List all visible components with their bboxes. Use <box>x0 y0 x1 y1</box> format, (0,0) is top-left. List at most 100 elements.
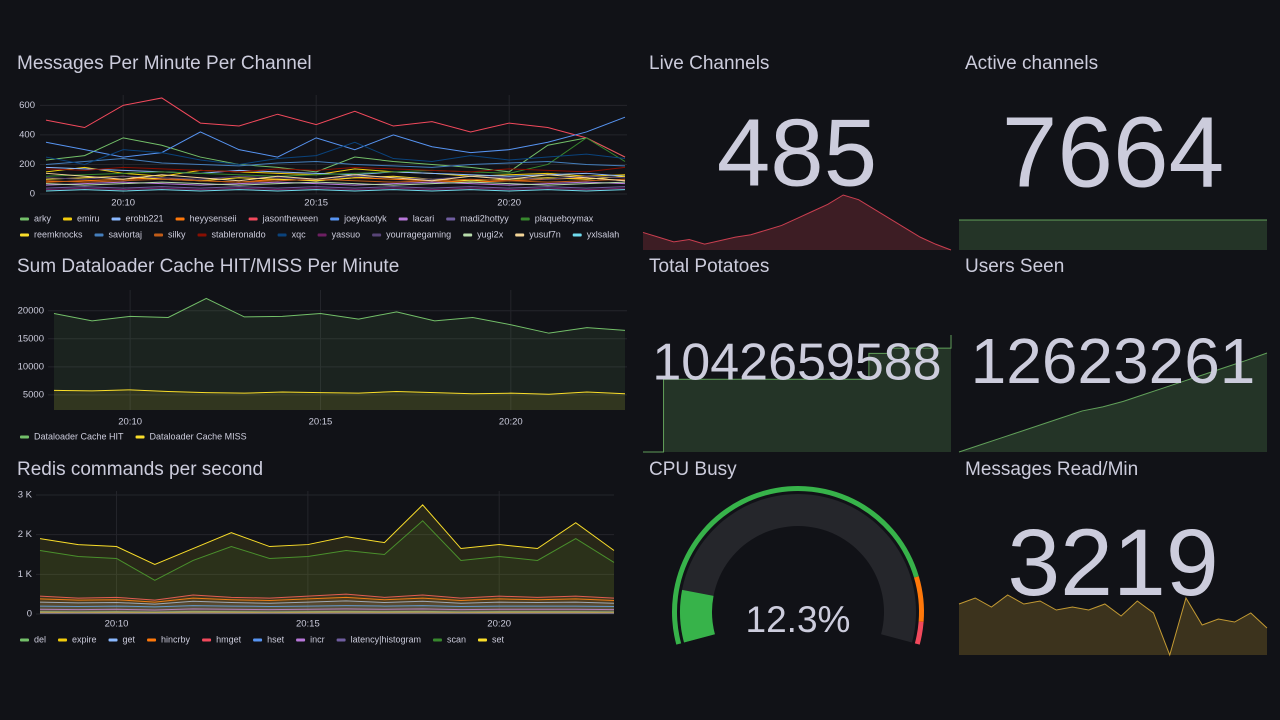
sparkline-line <box>958 594 1268 657</box>
legend-label: arky <box>34 213 52 223</box>
y-tick-label: 0 <box>30 189 35 200</box>
legend-item: saviortaj <box>94 229 143 239</box>
x-tick-label: 20:15 <box>304 198 328 209</box>
stat-value: 7664 <box>1002 96 1224 208</box>
legend-label: jasontheween <box>262 213 319 223</box>
legend-label: stableronaldo <box>212 229 266 239</box>
legend-swatch <box>330 217 340 221</box>
legend-item: scan <box>432 634 466 644</box>
legend-item: yusuf7n <box>515 229 561 239</box>
legend-label: yugi2x <box>477 229 504 239</box>
legend-swatch <box>63 217 73 221</box>
sparkline-line <box>642 194 952 251</box>
legend-swatch <box>446 217 456 221</box>
series-line <box>45 178 626 183</box>
series-line <box>45 189 626 192</box>
legend-label: emiru <box>77 213 100 223</box>
legend-item: xqc <box>277 229 307 239</box>
series-line <box>53 389 626 395</box>
legend-item: yassuo <box>317 229 360 239</box>
legend-item: yourragegaming <box>372 229 451 239</box>
legend-item: get <box>108 634 136 644</box>
legend-swatch <box>572 233 582 237</box>
legend-swatch <box>463 233 473 237</box>
legend-label: madi2hottyy <box>460 213 509 223</box>
y-tick-label: 3 K <box>18 489 33 500</box>
series-line <box>45 166 626 173</box>
x-tick-label: 20:10 <box>111 198 135 209</box>
legend-label: get <box>123 634 136 644</box>
legend-label: hmget <box>216 634 242 644</box>
legend-label: expire <box>72 634 97 644</box>
legend-item: latency|histogram <box>336 634 421 644</box>
legend-label: hincrby <box>161 634 191 644</box>
legend-label: hset <box>267 634 285 644</box>
sparkline-area <box>959 595 1267 655</box>
legend-label: yxlsalah <box>587 229 620 239</box>
panel-title: Users Seen <box>965 256 1064 277</box>
series-line <box>39 600 615 605</box>
legend-item: jasontheween <box>248 213 319 223</box>
gauge-track <box>680 494 916 643</box>
legend-item: incr <box>296 634 325 644</box>
legend-swatch <box>20 435 29 439</box>
series-line <box>45 116 626 158</box>
legend-label: reemknocks <box>34 229 83 239</box>
series-area <box>40 504 614 614</box>
series-area <box>40 600 614 614</box>
sparkline-area <box>959 220 1267 250</box>
panel-title: Total Potatoes <box>649 256 769 277</box>
legend-swatch <box>20 233 29 237</box>
series-line <box>45 186 626 189</box>
legend-swatch <box>197 233 207 237</box>
series-area <box>40 605 614 614</box>
legend-swatch <box>111 217 121 221</box>
y-tick-label: 2 K <box>18 529 33 540</box>
legend-swatch <box>317 233 327 237</box>
y-tick-label: 400 <box>19 129 35 140</box>
sparkline-line <box>958 352 1268 453</box>
legend-swatch <box>20 217 29 221</box>
legend-swatch <box>296 638 306 642</box>
legend-swatch <box>253 638 263 642</box>
legend-item: yxlsalah <box>572 229 620 239</box>
series-line <box>45 187 626 191</box>
legend-label: silky <box>168 229 186 239</box>
gauge-threshold <box>914 621 924 645</box>
legend-swatch <box>248 217 258 221</box>
series-line <box>39 605 615 608</box>
legend-item: stableronaldo <box>197 229 266 239</box>
legend-item: Dataloader Cache MISS <box>135 431 247 441</box>
series-line <box>45 141 626 165</box>
legend-label: incr <box>310 634 325 644</box>
stat-value: 485 <box>717 99 877 206</box>
legend-label: joeykaotyk <box>343 213 387 223</box>
panel-title: Messages Per Minute Per Channel <box>17 53 312 74</box>
legend-label: erobb221 <box>126 213 164 223</box>
panel-title: Redis commands per second <box>17 459 263 480</box>
legend-item: silky <box>154 229 186 239</box>
y-tick-label: 15000 <box>18 333 44 344</box>
series-line <box>39 610 615 613</box>
legend-swatch <box>478 638 487 642</box>
legend-swatch <box>147 638 157 642</box>
legend-item: emiru <box>63 213 100 223</box>
legend-label: Dataloader Cache MISS <box>150 431 247 441</box>
legend-label: yourragegaming <box>386 229 451 239</box>
legend-label: xqc <box>292 229 307 239</box>
legend-label: lacari <box>413 213 435 223</box>
legend-swatch <box>202 638 212 642</box>
legend-swatch <box>58 638 68 642</box>
y-tick-label: 200 <box>19 159 35 170</box>
sparkline-area <box>959 353 1267 452</box>
legend-swatch <box>336 638 346 642</box>
y-tick-label: 5000 <box>23 389 44 400</box>
x-tick-label: 20:20 <box>487 619 511 630</box>
legend-label: latency|histogram <box>351 634 421 644</box>
legend-label: yusuf7n <box>529 229 561 239</box>
stat-value: 1042659588 <box>652 334 941 392</box>
series-area <box>40 520 614 614</box>
legend-label: saviortaj <box>109 229 143 239</box>
legend-label: del <box>34 634 46 644</box>
series-line <box>39 611 615 614</box>
